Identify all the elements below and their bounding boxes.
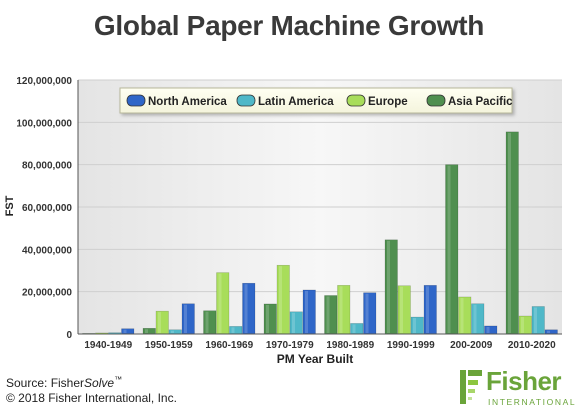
x-tick-labels: 1940-1949 1950-1959 1960-1969 1970-1979 1980…	[84, 340, 556, 351]
bar-highlight	[184, 304, 187, 333]
x-tick-label: 1950-1959	[145, 340, 193, 351]
bars	[82, 131, 558, 335]
bar-asia-pacific	[203, 310, 217, 335]
bar-asia-pacific	[505, 131, 519, 335]
bar-north-america	[544, 329, 558, 335]
bar-europe	[216, 272, 230, 335]
legend-label: North America	[148, 96, 227, 108]
bar-highlight	[145, 329, 148, 333]
x-axis-label: PM Year Built	[277, 352, 353, 366]
axes	[77, 80, 562, 335]
gridlines	[78, 79, 562, 293]
y-tick-label: 100,000,000	[16, 118, 72, 129]
bar-highlight	[158, 312, 161, 333]
bar-highlight	[339, 286, 343, 333]
bar-highlight	[231, 327, 235, 333]
bar-highlight	[460, 297, 464, 333]
bar-north-america	[423, 285, 437, 335]
bar-europe	[276, 264, 290, 335]
bar-asia-pacific	[142, 328, 156, 335]
bar-asia-pacific	[445, 164, 459, 335]
bar-north-america	[181, 303, 195, 335]
bar-highlight	[205, 311, 209, 333]
fisher-logo-mark-icon	[460, 370, 482, 404]
bar-highlight	[171, 330, 174, 333]
legend-label: Latin America	[258, 96, 334, 108]
bar-highlight	[508, 132, 511, 333]
y-tick-label: 20,000,000	[22, 288, 72, 299]
bar-highlight	[426, 286, 429, 333]
bar-highlight	[244, 284, 248, 333]
y-tick-label: 40,000,000	[22, 245, 72, 256]
legend-swatch	[346, 94, 366, 107]
bar-north-america	[363, 292, 377, 335]
bar-highlight	[326, 296, 330, 333]
legend-box	[119, 87, 513, 114]
bar-highlight	[292, 312, 295, 333]
bar-highlight	[123, 329, 127, 333]
bar-latin-america	[471, 303, 485, 335]
bar-highlight	[218, 273, 222, 333]
bar-asia-pacific	[384, 239, 398, 335]
x-tick-label: 1940-1949	[84, 340, 132, 351]
chart-title: Global Paper Machine Growth	[93, 10, 485, 41]
legend: North America Latin America Europe Asia Pac…	[119, 87, 513, 114]
bar-europe	[458, 296, 472, 335]
bar-latin-america	[229, 326, 243, 335]
x-tick-label: 200-2009	[450, 340, 493, 351]
y-tick-label: 120,000,000	[16, 76, 72, 87]
bar-highlight	[447, 165, 451, 333]
y-tick-label: 0	[66, 330, 72, 341]
copyright-note: © 2018 Fisher International, Inc.	[6, 391, 177, 405]
bar-highlight	[365, 293, 369, 333]
bar-north-america	[484, 325, 498, 335]
bar-highlight	[413, 318, 416, 333]
legend-swatch	[126, 94, 146, 107]
bar-highlight	[352, 324, 356, 333]
bar-north-america	[302, 289, 316, 335]
x-tick-label: 2010-2020	[508, 340, 556, 351]
bar-latin-america	[410, 316, 424, 335]
bar-europe	[397, 285, 411, 335]
bar-highlight	[266, 304, 269, 333]
bar-latin-america	[289, 311, 303, 335]
bar-latin-america	[168, 329, 182, 335]
y-tick-labels: 0 20,000,000 40,000,000 60,000,000 80,000,00…	[16, 76, 72, 341]
bar-europe	[518, 315, 532, 335]
x-tick-label: 1980-1989	[326, 340, 374, 351]
bar-latin-america	[350, 323, 364, 335]
bar-highlight	[279, 266, 282, 333]
bar-highlight	[521, 317, 524, 333]
bar-highlight	[305, 290, 308, 333]
legend-label: Asia Pacific	[448, 96, 513, 108]
source-note: Source: FisherSolve™	[6, 375, 123, 390]
legend-label: Europe	[368, 96, 408, 108]
bar-europe	[337, 285, 351, 335]
fisher-logo: Fisher INTERNATIONAL	[458, 366, 577, 410]
bar-highlight	[547, 330, 550, 333]
bar-asia-pacific	[324, 295, 338, 335]
bar-latin-america	[531, 306, 545, 335]
y-tick-label: 60,000,000	[22, 203, 72, 214]
bar-highlight	[400, 286, 403, 333]
fisher-logo-word: Fisher	[486, 366, 562, 396]
y-axis-label: FST	[4, 195, 16, 216]
x-tick-label: 1990-1999	[387, 340, 435, 351]
bar-highlight	[486, 326, 490, 333]
bar-highlight	[534, 307, 537, 333]
bar-north-america	[121, 328, 135, 335]
bar-north-america	[242, 282, 256, 335]
legend-swatch	[236, 94, 256, 107]
bar-highlight	[387, 240, 390, 333]
y-tick-label: 80,000,000	[22, 161, 72, 172]
bar-highlight	[473, 304, 477, 333]
bar-asia-pacific	[263, 303, 277, 335]
x-tick-label: 1960-1969	[205, 340, 253, 351]
x-tick-label: 1970-1979	[266, 340, 314, 351]
legend-swatch	[426, 94, 446, 107]
bar-europe	[155, 310, 169, 335]
fisher-logo-sub: INTERNATIONAL	[488, 397, 577, 407]
